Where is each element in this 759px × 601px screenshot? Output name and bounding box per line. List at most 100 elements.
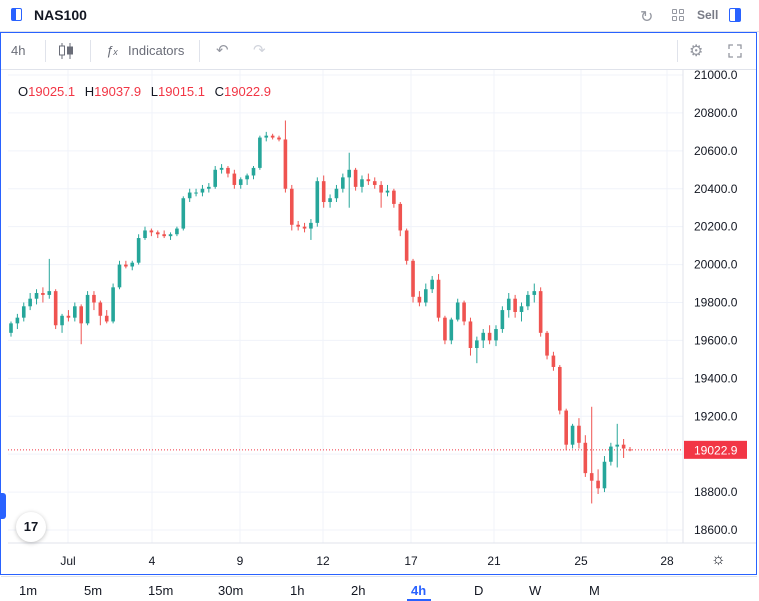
candle-body (21, 306, 26, 318)
candle (47, 258, 52, 299)
layout-grid-icon[interactable] (672, 9, 684, 21)
price-tick-label: 19200.0 (694, 409, 738, 423)
candle (436, 274, 441, 322)
price-chart[interactable]: 21000.0 20800.0 20600.0 20400.0 20200.0 20000… (0, 0, 759, 575)
time-tick-label: 4 (149, 554, 156, 568)
candle-body (468, 321, 473, 348)
candle-body (264, 135, 269, 138)
candle (181, 196, 186, 231)
candle (187, 188, 192, 203)
candle-body (175, 228, 179, 235)
candle-body (315, 181, 320, 223)
candle (583, 435, 588, 477)
candle-body (621, 444, 626, 449)
candle (385, 184, 390, 197)
candle-body (513, 298, 517, 312)
candle (219, 164, 224, 174)
undo-icon[interactable]: ↶ (216, 42, 229, 59)
price-axis-bg (683, 70, 756, 543)
reload-icon[interactable]: ↻ (640, 9, 654, 26)
candle-body (98, 302, 103, 316)
timeframe-1m[interactable]: 1m (19, 583, 38, 598)
candle (372, 177, 377, 189)
price-tick-label: 19600.0 (694, 333, 738, 347)
fullscreen-icon[interactable] (728, 44, 742, 58)
indicators-icon[interactable]: ƒx (106, 43, 118, 58)
candle (545, 330, 549, 360)
candle (538, 287, 543, 337)
timeframe-W[interactable]: W (529, 583, 542, 598)
candle-body (577, 425, 581, 443)
candle (360, 175, 364, 193)
timeframe-4h[interactable]: 4h (411, 583, 427, 598)
candle (417, 291, 422, 307)
candle (60, 313, 64, 333)
symbol-title[interactable]: NAS100 (34, 7, 87, 23)
chart-toolbar: 4h ƒx Indicators ↶ ↷ ⚙ (1, 33, 756, 70)
settings-icon[interactable]: ⚙ (689, 43, 704, 60)
candle (558, 365, 562, 415)
price-tick-label: 18600.0 (694, 523, 738, 537)
timeframe-5m[interactable]: 5m (84, 583, 103, 598)
timeframe-15m[interactable]: 15m (148, 583, 174, 598)
candle (334, 184, 339, 203)
interval-selector[interactable]: 4h (11, 43, 26, 58)
candle (200, 184, 205, 197)
candle (194, 188, 198, 197)
candle-body (66, 315, 71, 318)
toolbar-divider (90, 40, 91, 62)
timeframe-2h[interactable]: 2h (351, 583, 366, 598)
candle (506, 293, 511, 318)
candle (117, 260, 122, 290)
candle (270, 133, 275, 140)
candle-body (430, 279, 434, 290)
candles-icon[interactable] (58, 42, 74, 60)
candle (430, 275, 434, 294)
indicators-button[interactable]: Indicators (128, 43, 185, 58)
panel-icon[interactable] (11, 8, 22, 21)
candle (404, 228, 409, 265)
side-panel-handle[interactable] (0, 493, 6, 519)
candle-body (232, 173, 237, 185)
candle-body (341, 177, 345, 189)
price-tick-label: 20600.0 (694, 144, 738, 158)
time-tick-label: 28 (660, 554, 674, 568)
candle (162, 230, 166, 239)
candle (379, 181, 383, 208)
candle-body (628, 449, 632, 451)
candle-body (200, 188, 205, 193)
timeframe-30m[interactable]: 30m (218, 583, 244, 598)
timeframe-M[interactable]: M (589, 583, 600, 598)
sell-button[interactable]: Sell (697, 8, 719, 22)
candle (245, 173, 249, 185)
candle-body (404, 230, 409, 261)
toolbar-divider (677, 40, 678, 62)
candle (494, 325, 498, 347)
timeframe-D[interactable]: D (474, 583, 484, 598)
candle-body (251, 167, 256, 176)
candle (289, 184, 294, 231)
candle (232, 169, 237, 189)
chart-settings-icon[interactable]: ☼ (711, 551, 726, 568)
candle (481, 329, 486, 348)
timeframe-1h[interactable]: 1h (290, 583, 305, 598)
sell-panel-icon[interactable] (729, 8, 741, 22)
high-label: H (84, 84, 95, 99)
candle (564, 408, 568, 451)
candle-body (583, 442, 588, 474)
high-value: 19037.9 (94, 84, 142, 99)
candle-body (226, 167, 230, 174)
candle-body (449, 319, 454, 341)
time-tick-label: Jul (60, 554, 75, 568)
time-tick-label: 21 (487, 554, 501, 568)
candle-body (28, 298, 32, 307)
candle (392, 188, 396, 208)
candle (104, 310, 109, 324)
candle-body (104, 315, 109, 322)
tradingview-logo[interactable]: 17 (16, 512, 46, 542)
candle-body (596, 480, 600, 489)
redo-icon[interactable]: ↷ (253, 42, 266, 59)
candle-body (136, 238, 141, 263)
time-tick-label: 17 (404, 554, 418, 568)
candle-body (392, 190, 396, 204)
